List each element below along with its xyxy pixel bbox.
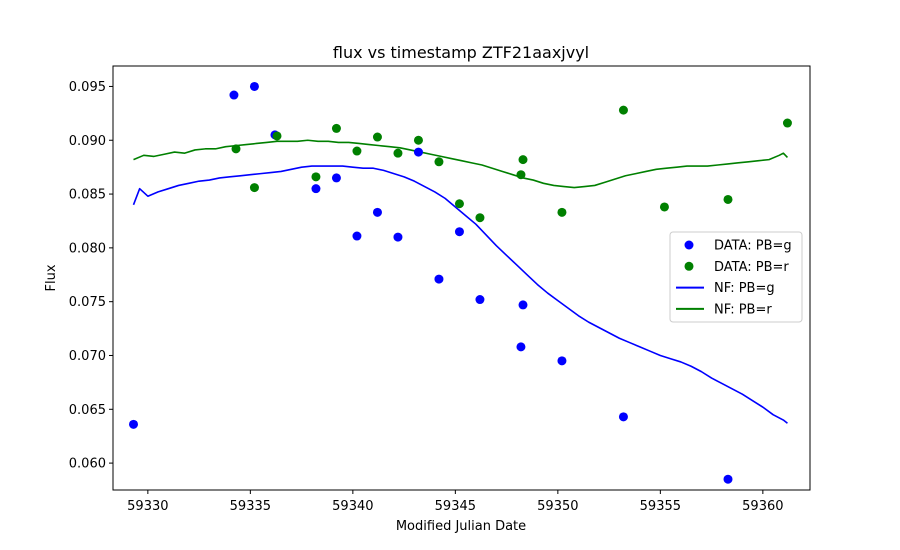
data-point-1-7 [393,148,403,158]
data-point-1-10 [454,199,464,209]
data-point-0-14 [518,300,528,310]
data-point-0-10 [434,274,444,284]
y-tick-label-4: 0.080 [69,241,106,256]
data-point-1-1 [249,183,259,193]
x-axis: 59330 59335 59340 59345 59350 59355 59360 [127,490,784,514]
y-tick-label-6: 0.090 [69,134,106,149]
data-point-0-2 [249,81,259,91]
data-point-0-13 [516,342,526,352]
data-point-0-16 [618,412,628,422]
x-tick-label-3: 59345 [435,499,476,514]
series-line-0 [132,165,788,424]
data-point-1-16 [659,202,669,212]
legend-label-2: NF: PB=g [714,281,775,296]
legend-label-3: NF: PB=r [714,302,772,317]
data-point-1-14 [557,207,567,217]
legend-label-0: DATA: PB=g [714,239,792,254]
legend-box [669,231,803,323]
data-point-1-2 [272,131,282,141]
data-point-1-3 [311,172,321,182]
y-axis: 0.060 0.065 0.070 0.075 0.080 0.085 0.090 0.095 [69,80,113,472]
x-tick-label-1: 59335 [230,499,271,514]
x-tick-label-6: 59360 [742,499,783,514]
data-point-0-6 [352,231,362,241]
y-tick-label-5: 0.085 [69,188,106,203]
data-point-0-5 [331,173,341,183]
legend-marker-0 [684,240,694,250]
x-axis-label: Modified Julian Date [396,519,526,534]
data-point-1-15 [618,105,628,115]
data-point-1-17 [723,194,733,204]
legend: DATA: PB=g DATA: PB=r NF: PB=g NF: PB=r [669,231,803,323]
y-tick-label-3: 0.075 [69,295,106,310]
data-point-0-15 [557,356,567,366]
plot-frame [112,65,811,491]
y-tick-label-7: 0.095 [69,80,106,95]
x-tick-label-5: 59355 [640,499,681,514]
data-point-0-11 [454,227,464,237]
data-point-1-8 [413,135,423,145]
legend-marker-1 [684,261,694,271]
data-point-0-0 [129,419,138,429]
data-point-0-8 [393,232,403,242]
data-point-0-7 [372,207,382,217]
y-axis-label: Flux [44,264,59,291]
plot-area [129,81,792,484]
data-point-1-18 [782,118,792,128]
data-point-1-0 [231,144,241,154]
x-tick-label-4: 59350 [537,499,578,514]
data-point-1-5 [352,146,362,156]
data-point-1-6 [372,132,382,142]
y-tick-label-0: 0.060 [69,457,106,472]
data-point-0-12 [475,295,485,305]
data-point-1-4 [331,123,341,133]
data-point-0-9 [413,147,423,157]
data-point-0-17 [723,474,733,484]
legend-label-1: DATA: PB=r [714,260,789,275]
series-line-1 [133,139,789,189]
y-tick-label-1: 0.065 [69,403,106,418]
x-tick-label-2: 59340 [332,499,373,514]
data-point-1-12 [516,170,526,180]
data-point-1-13 [518,155,528,165]
x-tick-label-0: 59330 [127,499,168,514]
data-point-0-1 [229,90,239,100]
data-point-0-4 [311,184,321,194]
chart-title: flux vs timestamp ZTF21aaxjvyl [333,43,589,62]
data-point-1-9 [434,157,444,167]
y-tick-label-2: 0.070 [69,349,106,364]
data-point-1-11 [475,213,485,223]
